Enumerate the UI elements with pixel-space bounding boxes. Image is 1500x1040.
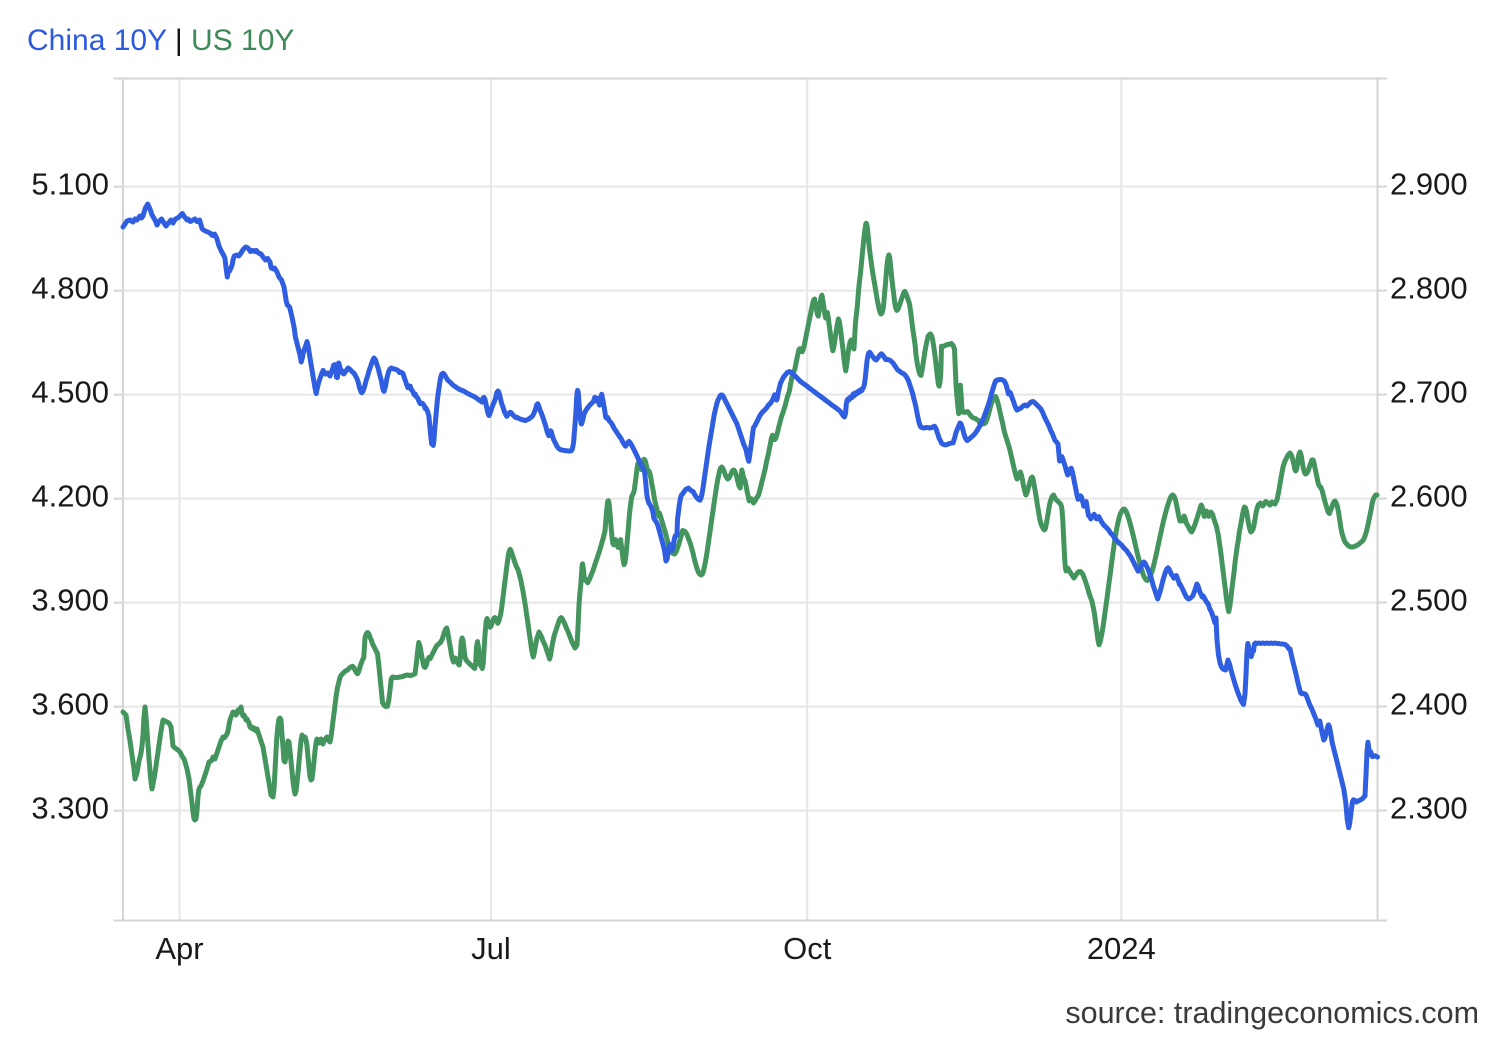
svg-text:2.800: 2.800	[1390, 271, 1468, 306]
svg-text:3.600: 3.600	[31, 687, 109, 722]
svg-text:Apr: Apr	[155, 931, 203, 966]
svg-text:3.300: 3.300	[31, 791, 109, 826]
svg-text:2024: 2024	[1087, 931, 1156, 966]
svg-text:3.900: 3.900	[31, 583, 109, 618]
svg-text:2.600: 2.600	[1390, 479, 1468, 514]
svg-text:2.700: 2.700	[1390, 375, 1468, 410]
svg-text:2.900: 2.900	[1390, 167, 1468, 202]
svg-text:4.500: 4.500	[31, 375, 109, 410]
svg-text:2.500: 2.500	[1390, 583, 1468, 618]
svg-text:Jul: Jul	[471, 931, 511, 966]
svg-text:4.800: 4.800	[31, 271, 109, 306]
svg-text:5.100: 5.100	[31, 167, 109, 202]
svg-text:China 10Y | US 10Y: China 10Y | US 10Y	[27, 24, 294, 57]
svg-text:Oct: Oct	[783, 931, 832, 966]
svg-text:source: tradingeconomics.com: source: tradingeconomics.com	[1065, 996, 1479, 1030]
svg-text:4.200: 4.200	[31, 479, 109, 514]
svg-text:2.300: 2.300	[1390, 791, 1468, 826]
svg-text:2.400: 2.400	[1390, 687, 1468, 722]
